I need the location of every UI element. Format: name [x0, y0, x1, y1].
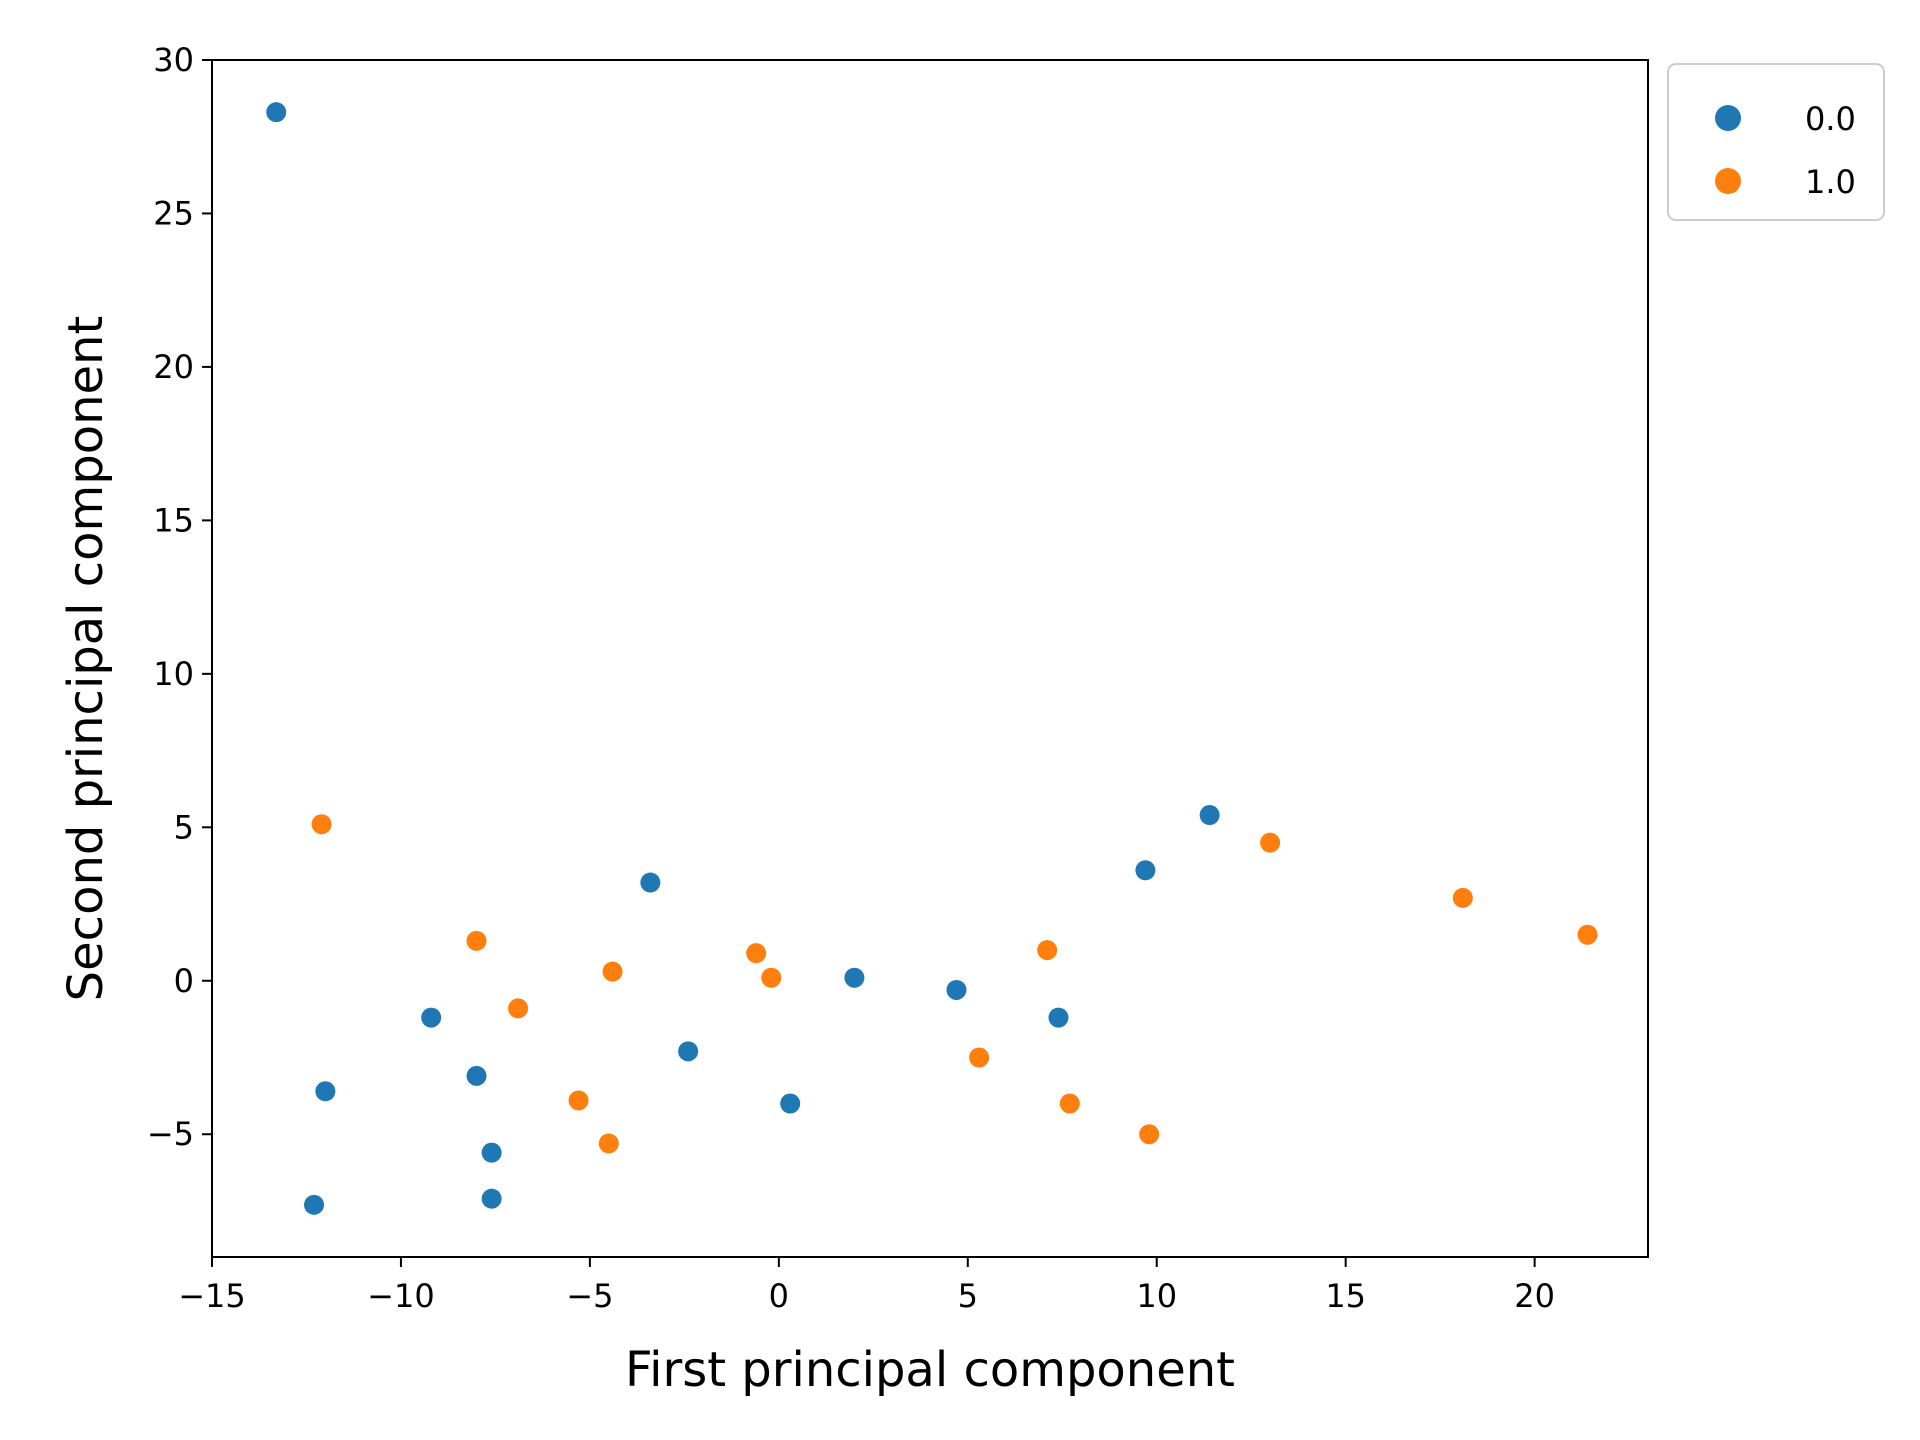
- data-point: [568, 1090, 589, 1111]
- data-point: [678, 1041, 699, 1062]
- data-point: [466, 1065, 487, 1086]
- x-tick-label: −10: [367, 1277, 435, 1315]
- data-point: [1260, 832, 1281, 853]
- data-point: [266, 102, 287, 123]
- data-point: [1577, 924, 1598, 945]
- y-axis-label: Second principal component: [58, 316, 114, 1002]
- data-point: [1059, 1093, 1080, 1114]
- y-tick-label: 10: [153, 655, 194, 693]
- x-tick-label: 10: [1136, 1277, 1177, 1315]
- data-point: [481, 1188, 502, 1209]
- data-point: [598, 1133, 619, 1154]
- data-point: [1037, 940, 1058, 961]
- y-tick-label: 15: [153, 501, 194, 539]
- y-tick-label: 20: [153, 348, 194, 386]
- y-tick-label: 5: [174, 808, 194, 846]
- x-tick-label: 5: [958, 1277, 978, 1315]
- legend-label: 0.0: [1805, 100, 1856, 138]
- legend-marker: [1715, 105, 1741, 131]
- x-tick-label: 0: [769, 1277, 789, 1315]
- y-tick-label: 0: [174, 962, 194, 1000]
- data-point: [1139, 1124, 1160, 1145]
- y-tick-label: 30: [153, 41, 194, 79]
- x-axis-label: First principal component: [625, 1342, 1235, 1398]
- legend-label: 1.0: [1805, 163, 1856, 201]
- data-point: [1048, 1007, 1069, 1028]
- legend-marker: [1715, 168, 1741, 194]
- y-tick-label: −5: [147, 1115, 194, 1153]
- legend: 0.0 1.0: [1667, 63, 1885, 221]
- data-point: [640, 872, 661, 893]
- data-point: [780, 1093, 801, 1114]
- data-point: [602, 961, 623, 982]
- x-tick-label: 15: [1325, 1277, 1366, 1315]
- x-tick-label: 20: [1514, 1277, 1555, 1315]
- data-point: [311, 814, 332, 835]
- x-tick-label: −15: [178, 1277, 246, 1315]
- data-point: [761, 967, 782, 988]
- y-axis-ticks: −5 0 5 10 15 20 25 30: [147, 41, 212, 1153]
- data-point: [746, 943, 767, 964]
- y-tick-label: 25: [153, 194, 194, 232]
- data-point: [421, 1007, 442, 1028]
- data-point: [946, 979, 967, 1000]
- data-point: [969, 1047, 990, 1068]
- data-point: [466, 930, 487, 951]
- series-0.0: [266, 102, 1220, 1215]
- x-tick-label: −5: [566, 1277, 613, 1315]
- series-1.0: [311, 814, 1598, 1154]
- data-point: [1452, 887, 1473, 908]
- data-point: [1135, 860, 1156, 881]
- axes-frame: [211, 59, 1649, 1258]
- data-point: [304, 1194, 325, 1215]
- data-point: [315, 1081, 336, 1102]
- plot-area: [266, 102, 1598, 1215]
- data-point: [508, 998, 529, 1019]
- data-point: [844, 967, 865, 988]
- data-point: [1199, 805, 1220, 826]
- data-point: [481, 1142, 502, 1163]
- x-axis-ticks: −15 −10 −5 0 5 10 15 20: [178, 1257, 1555, 1315]
